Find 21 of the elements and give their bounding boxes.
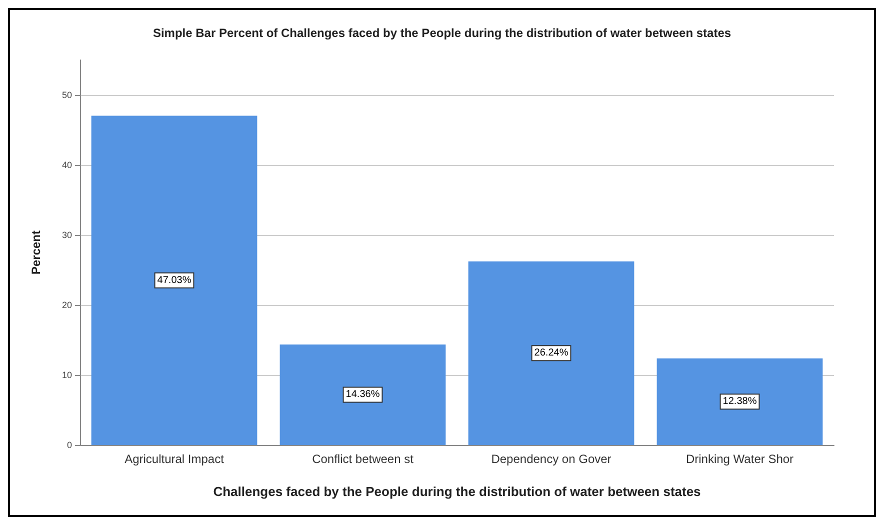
bar xyxy=(280,344,446,445)
data-label: 14.36% xyxy=(346,389,380,400)
bar xyxy=(656,358,823,445)
y-tick-label: 30 xyxy=(62,230,72,240)
bar xyxy=(468,261,634,445)
y-axis-title: Percent xyxy=(29,230,43,275)
x-tick-label: Conflict between st xyxy=(312,452,414,466)
chart-title: Simple Bar Percent of Challenges faced by the People during the distribution of water between states xyxy=(152,26,732,40)
x-axis-title: Challenges faced by the People during the distribution of water between states xyxy=(213,484,701,499)
y-tick-label: 50 xyxy=(62,90,72,100)
data-label: 26.24% xyxy=(534,348,568,359)
x-tick-label: Dependency on Gover xyxy=(491,452,612,466)
y-tick-label: 10 xyxy=(62,370,72,380)
data-label: 47.03% xyxy=(157,274,192,286)
data-label: 12.38% xyxy=(722,396,757,408)
y-tick-label: 20 xyxy=(62,300,72,310)
bar xyxy=(91,116,258,445)
x-tick-label: Agricultural Impact xyxy=(124,452,225,466)
y-tick-label: 40 xyxy=(62,160,72,170)
y-tick-label: 0 xyxy=(66,440,72,450)
x-tick-label: Drinking Water Shor xyxy=(686,452,794,466)
